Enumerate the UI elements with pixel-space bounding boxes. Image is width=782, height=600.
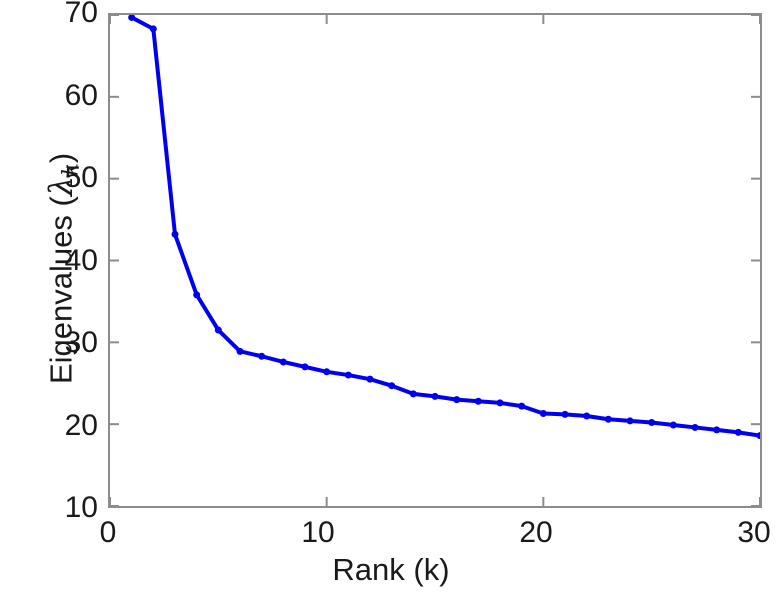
data-point — [604, 415, 612, 423]
data-point — [149, 25, 157, 33]
data-point — [453, 396, 461, 404]
data-point — [214, 326, 222, 334]
x-tick-label-30: 30 — [737, 516, 771, 549]
data-point — [344, 371, 352, 379]
plot-canvas — [110, 15, 760, 506]
data-point — [496, 399, 504, 407]
data-point — [691, 423, 699, 431]
data-point — [561, 410, 569, 418]
plot-area — [108, 13, 762, 508]
y-tick-label-20: 20 — [64, 409, 98, 442]
data-point — [713, 426, 721, 434]
data-point — [734, 428, 742, 436]
y-tick-label-60: 60 — [64, 79, 98, 112]
y-tick-label-70: 70 — [64, 0, 98, 29]
data-point-markers — [128, 15, 760, 440]
x-tick-label-10: 10 — [301, 516, 335, 549]
y-tick-label-30: 30 — [64, 326, 98, 359]
data-point — [193, 291, 201, 299]
x-axis-label: Rank (k) — [332, 552, 450, 587]
data-point — [669, 421, 677, 429]
data-point — [279, 358, 287, 366]
y-tick-label-40: 40 — [64, 244, 98, 277]
y-tick-label-50: 50 — [64, 161, 98, 194]
data-point — [258, 352, 266, 360]
data-point — [626, 417, 634, 425]
data-point — [474, 397, 482, 405]
data-point — [648, 419, 656, 427]
data-point — [366, 375, 374, 383]
x-tick-label-0: 0 — [99, 516, 117, 549]
data-point — [409, 390, 417, 398]
data-point — [323, 368, 331, 376]
data-point — [128, 15, 136, 21]
data-point — [756, 432, 760, 440]
data-point — [539, 410, 547, 418]
data-point — [583, 412, 591, 420]
data-point — [431, 392, 439, 400]
axis-ticks — [110, 15, 760, 506]
data-point — [518, 402, 526, 410]
y-tick-label-10: 10 — [64, 491, 98, 524]
data-point — [171, 230, 179, 238]
x-tick-label-20: 20 — [519, 516, 553, 549]
data-point — [236, 347, 244, 355]
data-point — [388, 382, 396, 390]
data-line-series-0 — [129, 15, 760, 438]
data-point — [301, 363, 309, 371]
